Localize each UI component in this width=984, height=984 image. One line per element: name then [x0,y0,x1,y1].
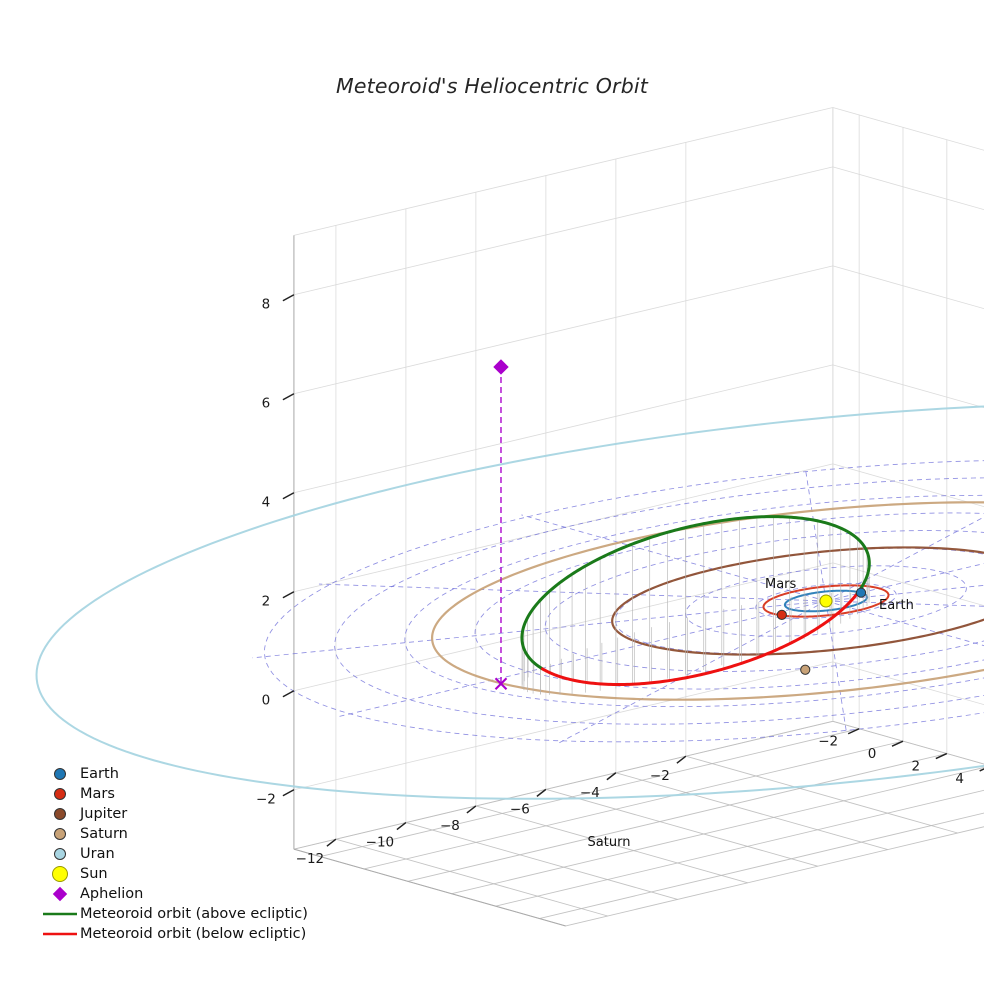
legend-marker-uran [54,848,66,860]
body-markers [493,359,867,691]
legend-label: Mars [80,786,115,802]
legend: Earth Mars Jupiter Saturn Uran Sun Aphelion Met… [43,766,308,942]
axis-tick-label: −10 [366,835,395,851]
legend-marker-aphelion [52,886,68,902]
legend-label: Jupiter [79,806,127,822]
legend-label: Sun [80,866,108,882]
axis-tick-label: 4 [262,495,271,511]
meteoroid-drop-lines [521,516,870,695]
axis-tick-label: −4 [580,785,600,801]
axis-tick-label: 6 [262,396,271,412]
legend-marker-sun [52,866,68,882]
body-annotations: Earth Mars Saturn [588,577,914,850]
legend-label: Meteoroid orbit (below ecliptic) [80,926,306,942]
annotation-earth: Earth [879,598,914,613]
axis-tick-label: 2 [912,759,921,775]
axis-tick-label: −12 [296,851,325,867]
axis-tick-label: 0 [868,746,877,762]
axis-tick-label: −2 [818,734,838,750]
axis-tick-label: 2 [262,594,271,610]
axes-box-grid [293,107,984,927]
legend-marker-jupiter [54,808,66,820]
legend-label: Aphelion [80,886,143,902]
legend-label: Uran [80,846,115,862]
axis-tick-label: −8 [440,818,460,834]
legend-marker-earth [54,768,66,780]
legend-marker-mars [54,788,66,800]
legend-label: Saturn [80,826,128,842]
ecliptic-polar-grid [252,460,984,745]
axis-tick-label: −2 [256,792,276,808]
axis-tick-label: −2 [650,768,670,784]
axis-tick-label: 8 [262,297,271,313]
legend-label: Earth [80,766,119,782]
axis-tick-label: −6 [510,801,530,817]
annotation-mars: Mars [765,577,797,592]
meteoroid-orbit-curve [520,515,871,687]
annotation-saturn: Saturn [588,835,631,850]
axis-tick-marks [282,294,984,847]
page-title: Meteoroid's Heliocentric Orbit [335,74,649,98]
legend-label: Meteoroid orbit (above ecliptic) [80,906,308,922]
axis-tick-label: 0 [262,693,271,709]
legend-marker-saturn [54,828,66,840]
axis-tick-label: 4 [955,771,964,787]
